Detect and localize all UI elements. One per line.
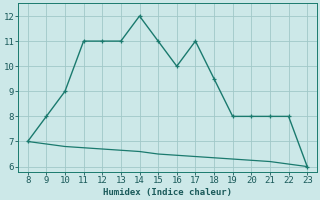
X-axis label: Humidex (Indice chaleur): Humidex (Indice chaleur) (103, 188, 232, 197)
